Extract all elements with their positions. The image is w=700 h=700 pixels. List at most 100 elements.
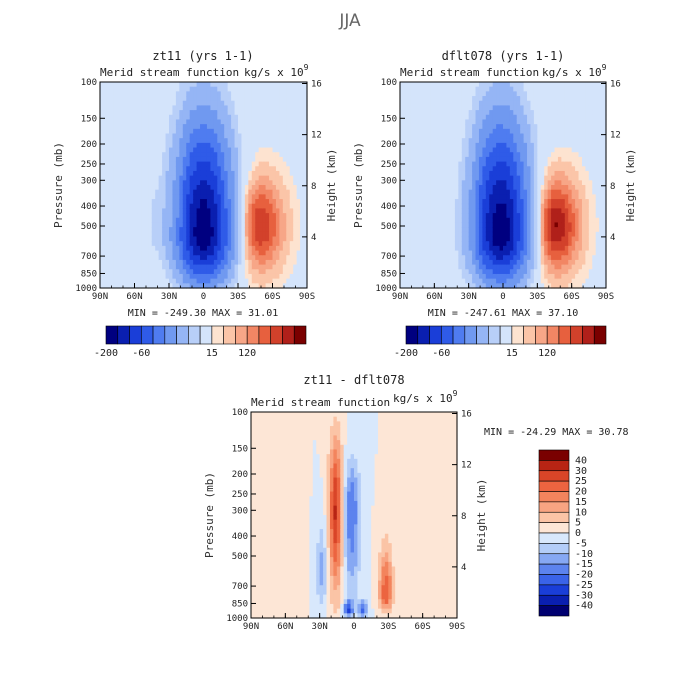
contour-cell <box>113 100 118 107</box>
contour-cell <box>255 255 260 261</box>
contour-cell <box>523 119 528 125</box>
contour-cell <box>413 96 418 102</box>
contour-cell <box>468 91 473 97</box>
contour-cell <box>506 283 511 289</box>
contour-cell <box>217 166 222 172</box>
contour-cell <box>286 180 291 186</box>
contour-cell <box>217 278 222 284</box>
contour-cell <box>234 259 239 266</box>
contour-cell <box>557 91 562 97</box>
contour-cell <box>561 105 566 111</box>
contour-cell <box>523 110 528 116</box>
contour-cell <box>509 245 514 252</box>
contour-cell <box>175 208 180 214</box>
contour-cell <box>400 133 405 139</box>
contour-cell <box>210 110 215 116</box>
contour-cell <box>437 259 442 266</box>
contour-cell <box>265 245 270 252</box>
contour-cell <box>430 213 435 219</box>
contour-cell <box>300 114 305 121</box>
contour-cell <box>220 194 225 200</box>
contour-cell <box>241 245 246 252</box>
contour-cell <box>200 156 205 163</box>
contour-cell <box>251 91 256 97</box>
colorbar-swatch <box>223 325 236 345</box>
contour-cell <box>217 105 222 111</box>
contour-cell <box>117 236 122 242</box>
contour-cell <box>282 185 287 191</box>
contour-cell <box>165 156 170 163</box>
contour-cell <box>468 255 473 261</box>
contour-cell <box>492 259 497 266</box>
contour-cell <box>151 91 156 97</box>
contour-cell <box>134 105 139 111</box>
contour-cell <box>417 236 422 242</box>
contour-cell <box>182 194 187 200</box>
contour-cell <box>162 231 167 238</box>
contour-cell <box>234 185 239 191</box>
contour-cell <box>482 110 487 116</box>
contour-cell <box>475 222 480 228</box>
contour-cell <box>189 203 194 210</box>
contour-cell <box>106 203 111 210</box>
contour-cell <box>189 175 194 181</box>
contour-cell <box>499 142 504 149</box>
contour-cell <box>454 105 459 111</box>
contour-cell <box>113 283 118 289</box>
contour-cell <box>110 227 115 233</box>
contour-cell <box>537 273 542 280</box>
contour-cell <box>120 170 125 177</box>
contour-cell <box>468 180 473 186</box>
contour-cell <box>144 110 149 116</box>
contour-cell <box>217 133 222 139</box>
contour-cell <box>427 213 432 219</box>
contour-cell <box>227 241 232 247</box>
contour-cell <box>465 217 470 224</box>
contour-cell <box>544 222 549 228</box>
contour-cell <box>200 245 205 252</box>
contour-cell <box>203 203 208 210</box>
contour-cell <box>110 119 115 125</box>
contour-cell <box>103 91 108 97</box>
contour-cell <box>255 269 260 275</box>
contour-cell <box>468 133 473 139</box>
contour-cell <box>113 199 118 205</box>
contour-cell <box>120 91 125 97</box>
contour-cell <box>475 152 480 158</box>
contour-cell <box>227 133 232 139</box>
contour-cell <box>461 119 466 125</box>
contour-cell <box>117 96 122 102</box>
contour-cell <box>482 222 487 228</box>
contour-cell <box>137 138 142 144</box>
contour-cell <box>275 255 280 261</box>
contour-cell <box>424 166 429 172</box>
contour-cell <box>523 147 528 153</box>
contour-cell <box>175 124 180 130</box>
contour-cell <box>417 180 422 186</box>
contour-cell <box>124 259 129 266</box>
contour-cell <box>427 133 432 139</box>
contour-cell <box>410 273 415 280</box>
contour-cell <box>131 152 136 158</box>
contour-cell <box>516 278 521 284</box>
contour-cell <box>134 283 139 289</box>
contour-cell <box>155 180 160 186</box>
contour-cell <box>293 231 298 238</box>
contour-cell <box>489 245 494 252</box>
contour-cell <box>472 114 477 121</box>
contour-cell <box>127 114 132 121</box>
contour-cell <box>403 236 408 242</box>
contour-cell <box>564 269 569 275</box>
contour-cell <box>417 194 422 200</box>
contour-cell <box>499 156 504 163</box>
contour-cell <box>148 264 153 270</box>
contour-cell <box>547 283 552 289</box>
contour-cell <box>527 133 532 139</box>
contour-cell <box>451 124 456 130</box>
x-tick-label: 60S <box>264 292 280 302</box>
panel-dflt078: dflt078 (yrs 1-1) Merid stream function … <box>352 49 637 359</box>
contour-cell <box>509 194 514 200</box>
contour-cell <box>296 138 301 144</box>
contour-cell <box>448 217 453 224</box>
contour-cell <box>509 241 514 247</box>
